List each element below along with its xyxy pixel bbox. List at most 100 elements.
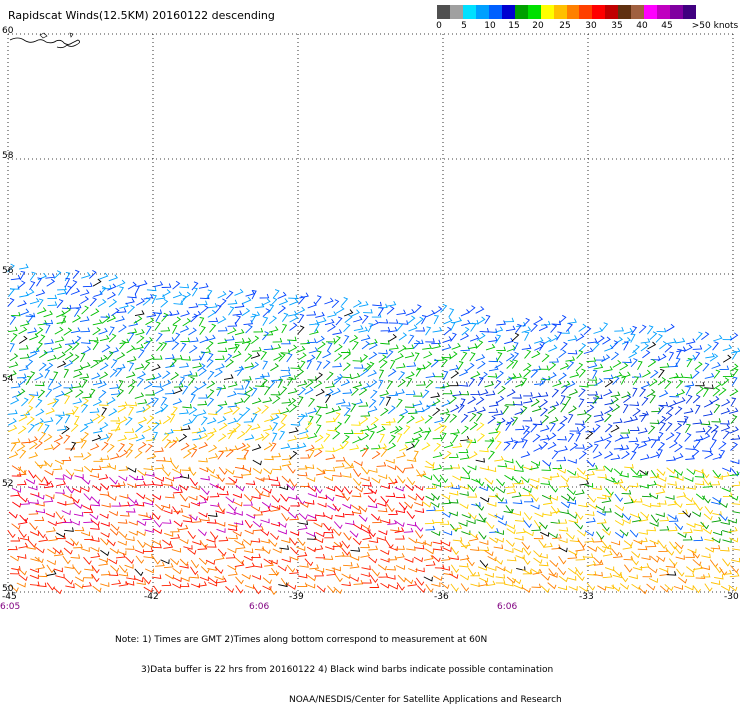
wind-barb bbox=[514, 548, 523, 552]
wind-barb bbox=[442, 344, 451, 350]
wind-barb bbox=[316, 425, 321, 434]
wind-barb bbox=[540, 425, 549, 431]
wind-barb bbox=[539, 562, 548, 566]
wind-barb bbox=[74, 567, 82, 574]
wind-barb bbox=[281, 414, 287, 423]
wind-barb bbox=[252, 398, 261, 404]
wind-barb bbox=[11, 537, 20, 541]
wind-barb bbox=[20, 321, 29, 327]
wind-barb bbox=[19, 575, 27, 581]
wind-barb bbox=[676, 389, 684, 395]
wind-barb bbox=[504, 582, 513, 586]
wind-barb bbox=[145, 569, 154, 573]
wind-barb bbox=[245, 520, 252, 528]
wind-barb bbox=[99, 328, 108, 334]
wind-barb bbox=[497, 353, 502, 362]
wind-barb bbox=[298, 353, 306, 360]
wind-barb bbox=[324, 515, 333, 519]
wind-barb bbox=[173, 388, 181, 394]
wind-barb bbox=[361, 412, 370, 416]
wind-barb bbox=[73, 407, 78, 416]
wind-barb bbox=[9, 512, 17, 518]
wind-barb bbox=[228, 418, 237, 424]
wind-barb bbox=[731, 348, 740, 353]
wind-barb bbox=[181, 577, 190, 581]
wind-barb bbox=[30, 523, 38, 530]
wind-barb bbox=[199, 558, 207, 564]
wind-barb bbox=[514, 585, 523, 589]
wind-barb bbox=[305, 422, 311, 430]
wind-barb bbox=[228, 504, 236, 510]
wind-barb bbox=[165, 337, 174, 342]
wind-barb bbox=[687, 523, 696, 527]
wind-barb bbox=[651, 515, 659, 522]
wind-barb bbox=[207, 538, 216, 542]
wind-barb bbox=[494, 456, 503, 461]
wind-barb bbox=[281, 340, 290, 344]
wind-barb bbox=[585, 471, 594, 476]
wind-barb bbox=[615, 494, 623, 501]
wind-barb bbox=[397, 310, 406, 315]
wind-barb bbox=[282, 399, 291, 404]
wind-barb bbox=[524, 513, 532, 520]
wind-barb bbox=[605, 400, 614, 405]
wind-barb bbox=[713, 531, 722, 535]
wind-barb bbox=[433, 465, 442, 470]
wind-barb bbox=[269, 327, 278, 333]
wind-barb bbox=[408, 325, 416, 331]
wind-barb bbox=[125, 298, 134, 303]
wind-barb bbox=[8, 418, 16, 425]
wind-barb bbox=[207, 381, 215, 388]
wind-barb bbox=[560, 363, 568, 370]
wind-barb bbox=[722, 488, 731, 492]
wind-barb bbox=[720, 472, 729, 477]
wind-barb bbox=[381, 448, 387, 456]
wind-barb bbox=[675, 542, 683, 548]
wind-barb bbox=[62, 519, 71, 523]
wind-barb bbox=[416, 416, 424, 423]
wind-barb bbox=[326, 467, 335, 471]
wind-barb bbox=[711, 418, 720, 422]
wind-barb bbox=[642, 350, 649, 358]
wind-barb bbox=[648, 426, 654, 434]
wind-barb bbox=[188, 328, 196, 335]
wind-barb bbox=[525, 350, 531, 358]
wind-barb bbox=[116, 482, 125, 486]
wind-barb bbox=[48, 536, 57, 541]
wind-barb bbox=[424, 577, 433, 581]
wind-barb bbox=[370, 584, 379, 588]
wind-barb bbox=[165, 494, 174, 498]
wind-barb bbox=[624, 499, 633, 504]
wind-barb bbox=[10, 570, 19, 574]
wind-barb bbox=[372, 569, 380, 576]
wind-barb bbox=[57, 286, 66, 290]
wind-barb bbox=[136, 481, 145, 486]
wind-barb bbox=[593, 444, 598, 453]
wind-barb bbox=[135, 393, 144, 399]
wind-barb bbox=[611, 541, 620, 545]
wind-barb bbox=[468, 306, 475, 314]
wind-barb bbox=[668, 527, 677, 531]
wind-barb bbox=[557, 332, 562, 340]
wind-barb bbox=[378, 565, 386, 570]
wind-barb bbox=[144, 362, 150, 370]
wind-barb bbox=[39, 350, 47, 357]
wind-barb bbox=[309, 398, 315, 406]
wind-barb bbox=[577, 530, 585, 536]
wind-barb bbox=[579, 369, 585, 377]
wind-barb bbox=[576, 334, 584, 341]
wind-barb bbox=[479, 540, 488, 544]
wind-barb bbox=[568, 336, 577, 341]
wind-barb bbox=[308, 408, 317, 414]
wind-barb bbox=[39, 363, 46, 371]
wind-barb bbox=[567, 319, 576, 324]
wind-barb bbox=[246, 290, 255, 296]
wind-barb bbox=[288, 388, 297, 393]
wind-barb bbox=[261, 530, 269, 536]
wind-barb bbox=[559, 556, 566, 564]
wind-barb bbox=[390, 360, 394, 369]
lon-tick-label: -45 bbox=[2, 592, 17, 602]
wind-barb bbox=[152, 513, 160, 520]
wind-barb bbox=[246, 325, 252, 333]
wind-barb bbox=[531, 494, 539, 501]
